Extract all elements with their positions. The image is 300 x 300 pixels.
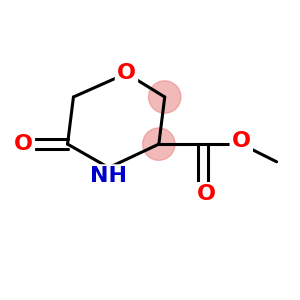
Text: O: O: [196, 184, 215, 204]
Text: O: O: [117, 63, 136, 83]
Text: O: O: [14, 134, 33, 154]
Text: O: O: [232, 131, 251, 151]
Text: NH: NH: [90, 167, 127, 187]
Circle shape: [148, 81, 181, 113]
Circle shape: [142, 128, 175, 160]
